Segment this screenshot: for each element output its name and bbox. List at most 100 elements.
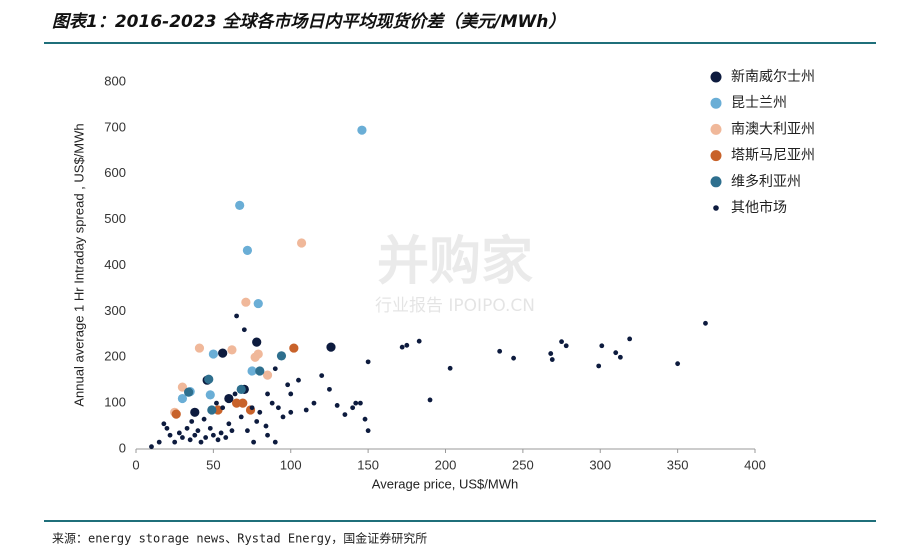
point	[156, 439, 162, 445]
point	[613, 350, 619, 356]
point	[257, 409, 263, 415]
point	[242, 245, 253, 255]
point	[365, 428, 371, 434]
legend-marker	[713, 205, 719, 211]
legend-label: 其他市场	[731, 199, 787, 216]
y-tick-label: 100	[104, 395, 126, 410]
point	[220, 405, 226, 411]
point	[276, 351, 287, 361]
point	[177, 382, 188, 392]
y-tick-label: 300	[104, 303, 126, 318]
point	[253, 349, 263, 359]
point	[204, 374, 214, 384]
point	[252, 337, 262, 347]
point	[234, 313, 239, 319]
point	[190, 407, 200, 417]
point	[296, 238, 307, 248]
point	[416, 338, 422, 344]
y-axis-label: Annual average 1 Hr Intraday spread , US…	[71, 123, 86, 406]
point	[198, 439, 204, 445]
point	[226, 421, 232, 427]
point	[357, 125, 367, 135]
point	[229, 428, 235, 434]
point	[192, 432, 198, 438]
source: 来源：energy storage news、Rystad Energy，国金证…	[52, 531, 427, 546]
point	[224, 393, 234, 404]
point	[675, 361, 681, 367]
legend-marker	[710, 176, 722, 188]
y-tick-label: 800	[104, 73, 126, 88]
point	[194, 343, 205, 353]
x-tick-label: 0	[132, 457, 139, 472]
point	[326, 342, 336, 352]
point	[218, 430, 224, 436]
point	[627, 336, 633, 342]
legend-marker	[710, 123, 722, 135]
point	[238, 398, 248, 408]
point	[262, 370, 273, 380]
legend-marker	[710, 71, 722, 83]
point	[275, 405, 281, 411]
x-tick-label: 50	[206, 457, 220, 472]
point	[303, 407, 309, 413]
y-tick-label: 700	[104, 119, 126, 134]
point	[161, 421, 167, 427]
point	[172, 439, 178, 445]
point	[427, 397, 433, 403]
x-axis-label: Average price, US$/MWh	[372, 476, 518, 491]
chart-title: 图表1：2016-2023 全球各市场日内平均现货价差（美元/MWh）	[52, 12, 565, 32]
watermark: 并购家	[377, 232, 533, 292]
point	[207, 425, 213, 431]
point	[703, 320, 708, 326]
point	[327, 386, 332, 392]
x-tick-label: 300	[589, 457, 611, 472]
point	[269, 400, 275, 406]
point	[255, 366, 265, 376]
point	[180, 435, 185, 440]
point	[342, 412, 348, 417]
point	[357, 400, 363, 406]
point	[171, 409, 181, 419]
point	[249, 405, 255, 411]
point	[548, 351, 554, 356]
point	[247, 366, 257, 376]
point	[311, 400, 317, 406]
legend-label: 维多利亚州	[731, 173, 801, 190]
point	[176, 430, 182, 436]
point	[203, 435, 209, 440]
point	[149, 444, 154, 450]
point	[251, 439, 257, 445]
point	[596, 363, 602, 369]
point	[399, 344, 405, 350]
point	[563, 343, 569, 349]
y-tick-label: 500	[104, 211, 126, 226]
legend-label: 新南威尔士州	[731, 69, 815, 85]
point	[208, 349, 218, 359]
point	[350, 405, 356, 411]
x-tick-label: 150	[357, 457, 379, 472]
point	[353, 400, 359, 406]
point	[241, 327, 247, 333]
point	[184, 387, 194, 397]
point	[254, 419, 260, 424]
x-tick-label: 100	[280, 457, 302, 472]
legend-label: 昆士兰州	[731, 95, 787, 111]
point	[241, 297, 251, 307]
point	[265, 391, 270, 397]
point	[223, 435, 229, 440]
point	[599, 343, 605, 349]
point	[207, 405, 217, 415]
point	[238, 414, 244, 420]
point	[617, 354, 623, 360]
point	[232, 391, 238, 397]
y-tick-label: 400	[104, 257, 126, 272]
legend-marker	[710, 97, 722, 109]
point	[205, 390, 215, 400]
x-tick-label: 200	[435, 457, 457, 472]
point	[218, 348, 228, 358]
point	[187, 437, 193, 443]
point	[497, 348, 503, 354]
point	[296, 377, 301, 383]
y-tick-label: 200	[104, 349, 126, 364]
point	[195, 428, 201, 434]
